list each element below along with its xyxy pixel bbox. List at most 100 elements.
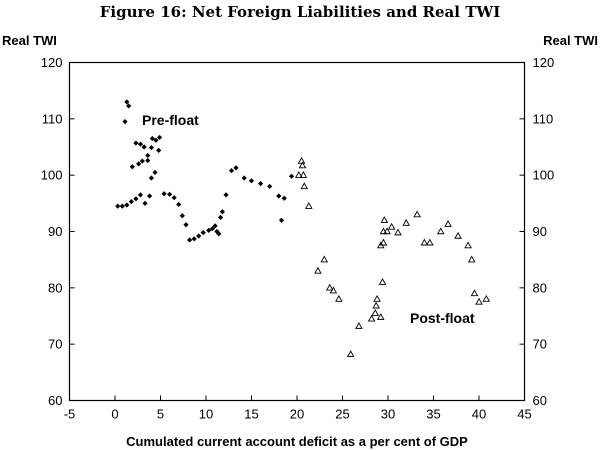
plot-frame — [68, 61, 526, 402]
post-float-point — [426, 238, 434, 246]
x-axis-label: Cumulated current account deficit as a p… — [126, 434, 468, 449]
x-tick-label: 0 — [111, 407, 118, 422]
pre-float-point — [148, 175, 154, 181]
pre-float-point — [200, 230, 206, 236]
x-tick-label: 35 — [426, 407, 440, 422]
pre-float-point — [216, 231, 222, 237]
pre-float-point — [137, 192, 144, 198]
pre-float-point — [126, 103, 132, 109]
y-tick-label-right: 110 — [533, 111, 554, 126]
pre-float-point — [281, 195, 287, 201]
post-float-point — [335, 294, 343, 302]
post-float-point — [413, 210, 421, 218]
y-axis-label-left: Real TWI — [2, 33, 57, 48]
pre-float-point — [191, 236, 197, 242]
post-float-point — [325, 283, 334, 291]
post-float-point — [402, 218, 411, 226]
post-float-point — [371, 309, 380, 316]
pre-float-point — [149, 135, 155, 142]
pre-float-point — [152, 169, 158, 175]
annotation-post-float: Post-float — [410, 310, 475, 326]
pre-float-point — [133, 196, 139, 202]
post-float-point — [378, 278, 387, 285]
pre-float-point — [145, 152, 151, 159]
y-tick-label-right: 120 — [533, 55, 555, 70]
y-tick-label-right: 100 — [533, 168, 555, 183]
y-axis-label-right: Real TWI — [543, 33, 598, 48]
post-float-point — [300, 182, 309, 190]
pre-float-point — [129, 164, 135, 170]
post-float-point — [470, 289, 479, 297]
post-float-point — [420, 238, 429, 246]
post-float-point — [464, 241, 472, 249]
pre-float-point — [258, 181, 264, 187]
x-tick-label: 40 — [472, 407, 486, 422]
pre-float-point — [139, 158, 145, 164]
pre-float-point — [241, 175, 247, 181]
pre-float-point — [209, 226, 215, 232]
pre-float-point — [176, 201, 182, 208]
post-float-point — [295, 171, 303, 178]
pre-float-point — [161, 191, 167, 197]
pre-float-point — [141, 144, 147, 150]
pre-float-point — [167, 191, 173, 197]
pre-float-point — [146, 193, 153, 199]
pre-float-point — [233, 165, 239, 171]
y-tick-label-right: 80 — [533, 280, 547, 295]
pre-float-point — [288, 173, 295, 179]
pre-float-point — [136, 161, 142, 167]
data-markers — [115, 99, 491, 357]
post-float-point — [314, 266, 322, 274]
pre-float-point — [148, 144, 154, 151]
post-float-point — [482, 294, 491, 302]
pre-float-point — [196, 233, 202, 239]
annotation-pre-float: Pre-float — [142, 112, 199, 128]
pre-float-point — [276, 193, 282, 199]
post-float-point — [475, 297, 483, 305]
x-tick-label: 20 — [290, 407, 304, 422]
y-tick-label-right: 70 — [533, 337, 547, 352]
y-tick-label-right: 90 — [533, 224, 547, 239]
pre-float-point — [183, 222, 189, 228]
post-float-point — [379, 238, 388, 246]
post-float-point — [383, 227, 391, 235]
x-tick-label: 25 — [335, 407, 349, 422]
pre-float-point — [179, 213, 185, 219]
pre-float-point — [219, 209, 225, 215]
pre-float-point — [124, 99, 130, 105]
pre-float-point — [122, 119, 128, 125]
y-tick-label-left: 70 — [48, 337, 62, 352]
pre-float-point — [115, 203, 121, 209]
x-tick-label: 10 — [199, 407, 213, 422]
post-float-point — [372, 301, 380, 309]
y-tick-label-left: 120 — [41, 55, 63, 70]
post-float-point — [379, 227, 388, 235]
pre-float-point — [128, 199, 134, 205]
pre-float-point — [156, 147, 162, 153]
post-float-point — [355, 322, 363, 329]
post-float-point — [305, 202, 313, 209]
pre-float-point — [228, 168, 235, 174]
pre-float-point — [278, 217, 285, 223]
y-tick-label-left: 90 — [48, 224, 62, 239]
pre-float-point — [212, 223, 218, 229]
pre-float-point — [171, 195, 177, 201]
post-float-point — [394, 228, 402, 236]
y-tick-label-right: 60 — [533, 393, 547, 408]
chart-title: Figure 16: Net Foreign Liabilities and R… — [100, 3, 500, 21]
post-float-point — [373, 294, 381, 302]
pre-float-point — [124, 202, 130, 208]
pre-float-point — [223, 192, 229, 198]
post-float-point — [367, 314, 376, 322]
pre-float-point — [142, 200, 148, 206]
pre-float-point — [119, 203, 125, 209]
pre-float-point — [137, 141, 144, 147]
pre-float-point — [153, 137, 159, 143]
pre-float-point — [206, 227, 212, 233]
post-float-point — [380, 216, 389, 223]
post-float-point — [436, 227, 445, 235]
y-tick-label-left: 80 — [48, 280, 62, 295]
pre-float-point — [156, 134, 163, 141]
